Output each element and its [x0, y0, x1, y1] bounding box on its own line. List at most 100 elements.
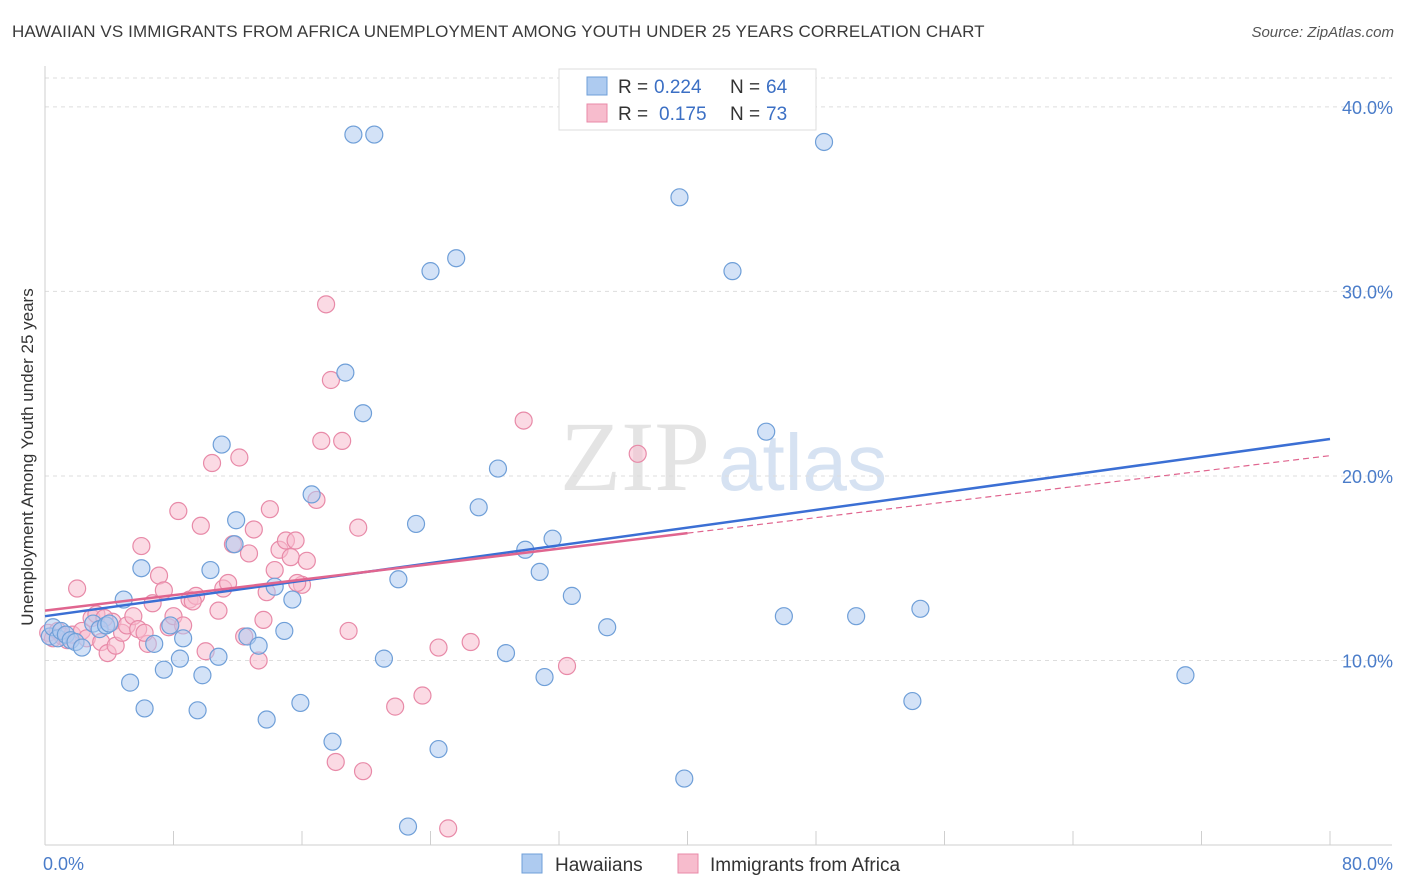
chart-title: HAWAIIAN VS IMMIGRANTS FROM AFRICA UNEMP…	[12, 22, 985, 41]
africa-point-47	[281, 548, 300, 567]
y-tick-label-20: 20.0%	[1342, 467, 1393, 487]
africa-point-56	[333, 431, 352, 450]
hawaiian-point-43	[398, 817, 418, 836]
hawaiian-point-18	[161, 616, 180, 635]
africa-point-32	[202, 453, 222, 473]
hawaiian-point-22	[193, 666, 212, 685]
hawaiian-point-16	[145, 634, 164, 653]
hawaiian-point-27	[225, 535, 244, 554]
hawaiian-point-34	[291, 693, 310, 713]
africa-point-39	[239, 544, 259, 563]
hawaiian-point-42	[389, 570, 408, 589]
legend-n-value-2: 73	[766, 104, 787, 125]
x-tick-label-max: 80.0%	[1342, 854, 1393, 874]
y-tick-label-40: 40.0%	[1342, 98, 1393, 118]
africa-point-59	[353, 762, 373, 781]
hawaiian-point-39	[353, 404, 373, 423]
africa-point-48	[286, 531, 305, 550]
africa-point-52	[312, 431, 331, 450]
africa-point-57	[339, 621, 358, 641]
hawaiian-point-56	[598, 618, 617, 637]
hawaiian-point-25	[212, 435, 231, 454]
hawaiian-point-65	[911, 599, 930, 618]
bottom-legend-swatch-africa	[677, 853, 699, 874]
africa-point-43	[260, 500, 279, 519]
legend-r-label-1: R =	[618, 77, 648, 98]
trend-line-hawaiian	[44, 437, 1331, 618]
africa-point-37	[230, 448, 249, 467]
trend-line-africa-extrapolated	[687, 455, 1331, 534]
legend-r-value-1: 0.224	[654, 77, 702, 98]
africa-point-61	[413, 686, 432, 705]
africa-point-26	[169, 501, 188, 521]
hawaiian-point-63	[847, 607, 866, 626]
legend-swatch-africa	[586, 103, 608, 123]
bottom-legend-swatch-hawaiian	[521, 853, 543, 874]
hawaiian-point-66	[1176, 666, 1195, 685]
hawaiian-point-13	[121, 673, 140, 692]
africa-point-54	[321, 370, 341, 390]
africa-point-64	[461, 632, 480, 652]
bottom-legend-hawaiian: Hawaiians	[555, 855, 643, 876]
hawaiian-point-64	[903, 691, 922, 711]
hawaiian-point-31	[265, 577, 284, 596]
source-credit: Source: ZipAtlas.com	[1251, 24, 1394, 41]
legend-r-label-2: R =	[618, 104, 648, 125]
africa-point-65	[514, 411, 533, 430]
legend-n-value-1: 64	[766, 77, 788, 98]
axes: 10.0% 20.0% 30.0% 40.0% 0.0% 80.0%	[43, 66, 1393, 874]
stats-legend: R = 0.224 N = 64 R = 0.175 N = 73	[558, 68, 817, 131]
trend-line-africa	[44, 531, 688, 612]
hawaiian-point-24	[209, 647, 228, 666]
hawaiian-point-45	[421, 262, 440, 281]
y-tick-label-30: 30.0%	[1342, 282, 1393, 302]
series-hawaiian-points	[40, 125, 1195, 836]
africa-point-30	[191, 516, 210, 535]
hawaiian-point-50	[496, 643, 516, 663]
hawaiian-point-32	[275, 621, 294, 641]
africa-point-53	[316, 295, 336, 314]
legend-swatch-hawaiian	[586, 76, 608, 96]
series-legend: Hawaiians Immigrants from Africa	[521, 853, 900, 876]
hawaiian-point-47	[447, 249, 466, 268]
hawaiian-point-26	[227, 511, 246, 530]
africa-point-44	[265, 560, 284, 580]
hawaiian-point-11	[100, 614, 119, 633]
hawaiian-point-23	[201, 560, 220, 580]
watermark-atlas: atlas	[718, 418, 887, 507]
hawaiian-point-44	[406, 514, 426, 534]
trend-lines	[44, 437, 1331, 618]
africa-point-42	[254, 610, 273, 629]
bottom-legend-africa: Immigrants from Africa	[710, 855, 900, 876]
hawaiian-point-57	[670, 188, 689, 207]
grid-lines	[45, 77, 1392, 661]
hawaiian-point-33	[283, 590, 302, 609]
hawaiian-point-20	[174, 629, 193, 648]
hawaiian-point-17	[154, 660, 173, 679]
africa-point-50	[297, 551, 316, 570]
africa-point-60	[386, 697, 405, 716]
africa-point-58	[349, 518, 368, 537]
hawaiian-point-58	[675, 769, 694, 788]
africa-point-62	[429, 638, 448, 657]
africa-point-33	[209, 601, 228, 620]
hawaiian-point-52	[530, 562, 549, 582]
africa-point-63	[439, 819, 458, 838]
hawaiian-point-60	[757, 422, 776, 441]
x-tick-label-min: 0.0%	[43, 854, 84, 874]
hawaiian-point-53	[535, 667, 554, 687]
hawaiian-point-15	[135, 699, 154, 718]
hawaiian-point-37	[336, 363, 355, 382]
hawaiian-point-40	[365, 125, 384, 144]
y-tick-label-10: 10.0%	[1342, 651, 1393, 671]
hawaiian-point-49	[488, 459, 508, 478]
hawaiian-point-46	[429, 739, 448, 759]
hawaiian-point-61	[774, 607, 793, 626]
hawaiian-point-29	[249, 636, 268, 655]
africa-point-55	[326, 752, 345, 772]
africa-point-19	[132, 536, 151, 556]
hawaiian-point-35	[302, 485, 321, 504]
hawaiian-point-36	[323, 732, 342, 751]
hawaiian-point-30	[257, 710, 276, 729]
